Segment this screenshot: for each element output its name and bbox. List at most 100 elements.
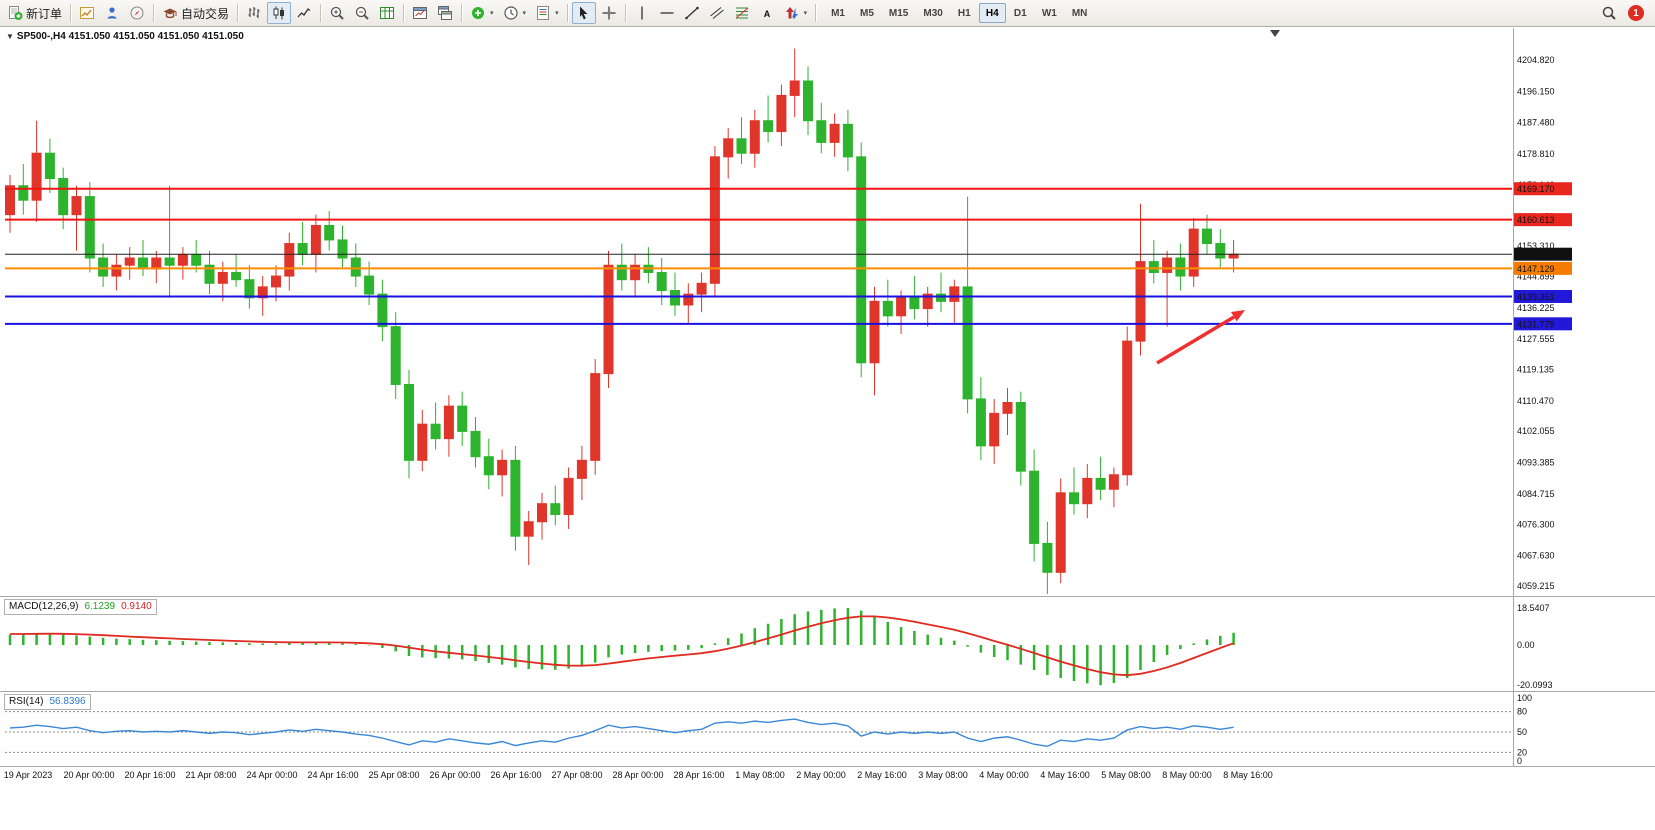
cursor-button[interactable]	[571, 2, 596, 24]
navigator-button[interactable]	[125, 2, 149, 24]
new-chart-icon	[413, 7, 428, 19]
svg-text:4151.050: 4151.050	[1517, 250, 1555, 260]
time-axis-label: 24 Apr 00:00	[246, 770, 297, 780]
candle	[390, 312, 401, 399]
candle	[284, 232, 295, 291]
rsi-value: 56.8396	[49, 696, 86, 707]
time-axis-label: 27 Apr 08:00	[551, 770, 602, 780]
candle	[324, 211, 335, 251]
candle	[1015, 391, 1026, 486]
indicators-button[interactable]: ▾	[466, 2, 498, 24]
timeframe-button-m1[interactable]: M1	[824, 3, 852, 23]
candle	[244, 265, 255, 309]
toolbar-separator	[70, 4, 72, 22]
horizontal-line-button[interactable]	[655, 2, 679, 24]
timeframe-button-h4[interactable]: H4	[978, 3, 1006, 23]
toolbar-separator	[153, 4, 155, 22]
notification-count: 1	[1633, 7, 1639, 19]
candle	[98, 243, 109, 287]
text-icon: A	[763, 9, 770, 19]
macd-axis-label: 0.00	[1517, 640, 1535, 650]
candle	[1162, 250, 1173, 327]
candle	[151, 250, 162, 284]
candle	[829, 113, 840, 157]
timeframe-button-m5[interactable]: M5	[853, 3, 881, 23]
timeframe-button-m30[interactable]: M30	[916, 3, 949, 23]
periods-button[interactable]: ▾	[499, 2, 531, 24]
macd-signal-line	[10, 615, 1234, 677]
fibonacci-button[interactable]	[730, 2, 754, 24]
chart-shift-marker[interactable]	[1270, 30, 1280, 37]
timeframe-button-mn[interactable]: MN	[1065, 3, 1095, 23]
price-axis-label: 4204.820	[1517, 55, 1555, 65]
toolbar: 新订单 自动交易 ▾ ▾ ▾ A ▾ M1 M5 M15 M30 H1 H4 D1 W1 MN …	[0, 0, 1655, 27]
candle	[590, 359, 601, 475]
new-chart-button[interactable]	[408, 2, 432, 24]
timeframe-button-w1[interactable]: W1	[1035, 3, 1064, 23]
candle	[936, 272, 946, 313]
candle	[563, 467, 574, 529]
market-watch-icon	[107, 7, 117, 19]
crosshair-button[interactable]	[597, 2, 621, 24]
line-chart-icon	[297, 8, 311, 18]
price-axis-label: 4067.630	[1517, 551, 1555, 561]
price-axis-label: 4076.300	[1517, 519, 1555, 529]
candle	[1082, 463, 1093, 519]
candle	[776, 84, 787, 146]
channel-button[interactable]	[705, 2, 729, 24]
toolbar-separator	[403, 4, 405, 22]
candle	[949, 279, 960, 324]
arrows-tool-button[interactable]: ▾	[780, 2, 812, 24]
candle	[616, 243, 627, 291]
candle	[124, 247, 135, 280]
toolbar-separator	[461, 4, 463, 22]
time-axis-label: 3 May 08:00	[918, 770, 968, 780]
price-axis-label: 4178.810	[1517, 149, 1555, 159]
candle	[683, 283, 694, 324]
timeframe-button-d1[interactable]: D1	[1007, 3, 1034, 23]
candle	[736, 117, 747, 165]
price-line-label: 4160.613	[1514, 213, 1572, 227]
svg-text:4139.351: 4139.351	[1517, 292, 1555, 302]
candlestick-chart-button[interactable]	[267, 2, 292, 24]
autotrading-button[interactable]: 自动交易	[158, 2, 233, 24]
tile-windows-button[interactable]	[375, 2, 399, 24]
templates-button[interactable]: ▾	[531, 2, 563, 24]
candle	[882, 279, 893, 327]
svg-text:4169.170: 4169.170	[1517, 184, 1555, 194]
charts-button[interactable]	[75, 2, 99, 24]
vertical-line-button[interactable]	[630, 2, 654, 24]
timeframe-button-m15[interactable]: M15	[882, 3, 915, 23]
price-line-label: 4147.129	[1514, 261, 1572, 275]
svg-text:4131.779: 4131.779	[1517, 319, 1555, 329]
candle	[909, 276, 920, 320]
zoom-out-button[interactable]	[350, 2, 374, 24]
timeframe-button-h1[interactable]: H1	[951, 3, 978, 23]
bar-chart-button[interactable]	[242, 2, 266, 24]
candle	[417, 409, 428, 472]
text-button[interactable]: A	[755, 2, 779, 24]
candle	[630, 254, 641, 298]
chart-profiles-button[interactable]	[433, 2, 457, 24]
time-axis-label: 28 Apr 16:00	[673, 770, 724, 780]
price-axis-label: 4093.385	[1517, 458, 1555, 468]
new-order-button[interactable]: 新订单	[3, 2, 66, 24]
svg-text:4147.129: 4147.129	[1517, 264, 1555, 274]
price-line-label: 4151.050	[1514, 247, 1572, 261]
candle	[44, 138, 55, 193]
search-button[interactable]	[1597, 2, 1621, 24]
candle	[763, 95, 774, 143]
periods-icon	[503, 6, 518, 20]
candle	[1135, 203, 1146, 356]
templates-icon	[537, 6, 550, 20]
time-axis-label: 26 Apr 16:00	[490, 770, 541, 780]
arrows-icon	[785, 7, 798, 19]
line-chart-button[interactable]	[292, 2, 316, 24]
zoom-in-button[interactable]	[325, 2, 349, 24]
notification-badge[interactable]: 1	[1628, 5, 1644, 21]
symbol-dropdown-icon[interactable]: ▼	[6, 32, 14, 41]
arrow-annotation[interactable]	[1156, 310, 1245, 365]
market-watch-button[interactable]	[100, 2, 124, 24]
trendline-button[interactable]	[680, 2, 704, 24]
